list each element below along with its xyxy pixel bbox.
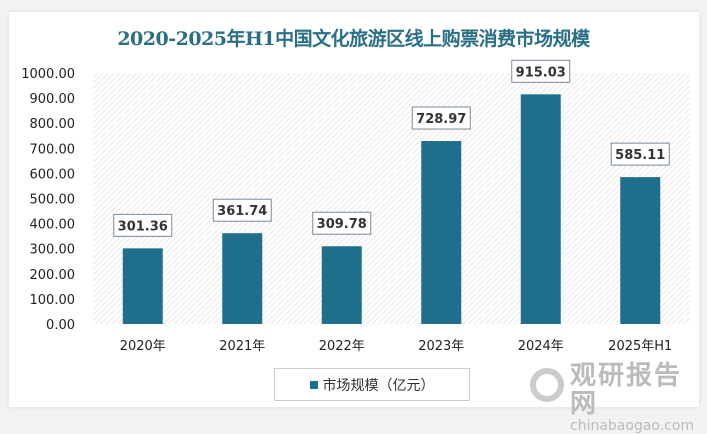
watermark: 观研报告网 chinabaogao.com bbox=[530, 362, 707, 434]
data-label-box bbox=[610, 142, 670, 166]
y-tick-label: 0.00 bbox=[46, 318, 75, 333]
data-label: 585.11 bbox=[615, 148, 665, 163]
bar bbox=[321, 246, 362, 324]
data-label-box bbox=[212, 198, 272, 222]
y-tick-label: 100.00 bbox=[30, 293, 76, 308]
data-label: 915.03 bbox=[516, 65, 566, 80]
data-label: 361.74 bbox=[217, 204, 267, 219]
y-tick-label: 700.00 bbox=[30, 142, 76, 157]
x-tick-label: 2021年 bbox=[219, 339, 265, 354]
data-label-box bbox=[312, 211, 372, 235]
plot-area bbox=[93, 73, 690, 324]
y-tick-label: 600.00 bbox=[30, 167, 76, 182]
legend: 市场规模（亿元） bbox=[274, 368, 470, 401]
x-tick-label: 2022年 bbox=[319, 339, 365, 354]
data-label-box bbox=[511, 59, 571, 83]
y-tick-label: 500.00 bbox=[30, 193, 76, 208]
y-tick-label: 800.00 bbox=[30, 117, 76, 132]
watermark-cn: 观研报告网 bbox=[570, 361, 683, 419]
legend-swatch bbox=[309, 380, 318, 389]
watermark-en: chinabaogao.com bbox=[570, 418, 695, 434]
bar-chart: 0.00 100.00 200.00 300.00 400.00 500.00 600.00… bbox=[21, 59, 690, 354]
chart-title: 2020-2025年H1中国文化旅游区线上购票消费市场规模 bbox=[117, 28, 590, 50]
bar bbox=[421, 141, 462, 324]
data-label: 309.78 bbox=[317, 217, 367, 232]
y-tick-label: 900.00 bbox=[30, 92, 76, 107]
x-tick-label: 2025年H1 bbox=[608, 339, 672, 354]
data-label-box bbox=[113, 213, 173, 237]
y-tick-label: 200.00 bbox=[30, 268, 76, 283]
bar bbox=[520, 94, 561, 324]
x-tick-label: 2024年 bbox=[518, 339, 564, 354]
y-tick-label: 300.00 bbox=[30, 243, 76, 258]
bar bbox=[620, 177, 661, 324]
y-tick-label: 400.00 bbox=[30, 218, 76, 233]
bar bbox=[222, 233, 263, 324]
y-tick-label: 1000.00 bbox=[21, 67, 75, 82]
data-label-box bbox=[411, 106, 471, 130]
watermark-logo-icon bbox=[530, 368, 564, 402]
legend-label: 市场规模（亿元） bbox=[322, 377, 435, 394]
bar bbox=[122, 248, 163, 324]
data-label: 301.36 bbox=[118, 219, 168, 234]
x-tick-label: 2023年 bbox=[418, 339, 464, 354]
data-label: 728.97 bbox=[416, 112, 466, 127]
x-tick-label: 2020年 bbox=[120, 339, 166, 354]
